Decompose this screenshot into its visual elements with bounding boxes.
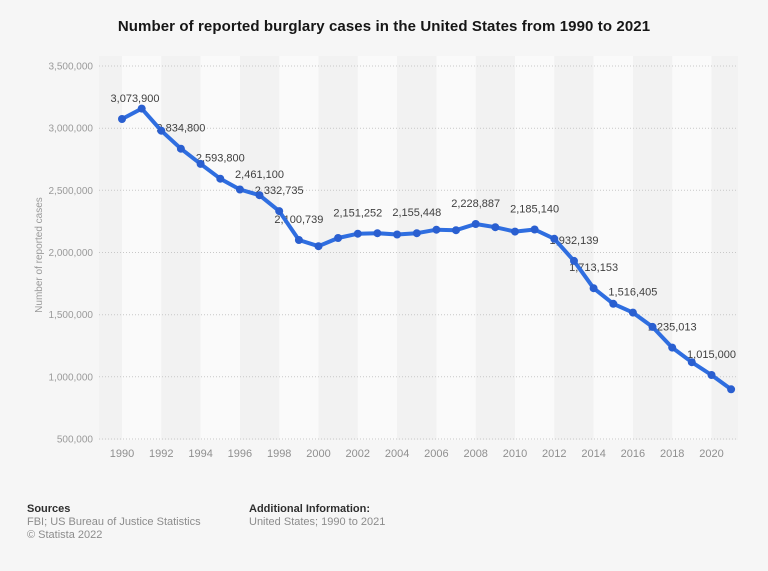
data-point [176,144,185,153]
data-label: 1,516,405 [608,287,657,299]
plot-band [122,56,162,440]
copyright-text: © Statista 2022 [27,529,103,541]
data-point [255,191,264,200]
data-point [118,115,126,123]
additional-info-block: Additional Information: United States; 1… [249,503,385,528]
data-point [570,256,578,265]
y-tick-label: 2,500,000 [49,186,94,197]
data-label: 2,228,887 [451,198,500,210]
data-point [589,284,598,293]
data-point [628,308,637,317]
data-label: 2,834,800 [156,123,205,135]
data-point [373,229,382,238]
x-tick-label: 2012 [542,448,566,460]
y-tick-label: 500,000 [57,435,94,446]
data-point [275,207,284,216]
x-tick-label: 2000 [306,448,330,460]
data-label: 2,185,140 [510,204,559,216]
data-point [235,185,244,194]
data-point [668,343,677,352]
data-label: 2,593,800 [196,153,245,165]
data-point [314,242,323,251]
data-point [471,220,480,228]
x-tick-label: 2020 [699,448,723,460]
data-point [294,236,303,244]
data-label: 1,235,013 [648,322,697,334]
data-point [530,225,539,234]
chart-title: Number of reported burglary cases in the… [117,18,651,35]
data-point [157,126,166,135]
x-tick-label: 2016 [621,448,645,460]
data-point [432,225,441,234]
plot-band [436,56,476,440]
y-tick-label: 3,000,000 [49,124,94,135]
data-label: 3,073,900 [111,93,160,105]
data-point [550,234,559,243]
line-chart: 500,000 1,000,000 1,500,000 2,000,000 2,500,… [34,56,738,460]
x-tick-label: 2018 [660,448,684,460]
x-tick-label: 2006 [424,448,448,460]
data-point [491,223,500,232]
sources-text: FBI; US Bureau of Justice Statistics [27,516,201,528]
data-point [727,385,736,394]
additional-info-heading: Additional Information: [249,503,370,515]
y-tick-label: 1,500,000 [49,310,94,321]
x-tick-label: 1998 [267,448,291,460]
plot-band [279,56,319,440]
data-point [648,322,657,331]
additional-info-text: United States; 1990 to 2021 [249,516,386,528]
x-tick-label: 2008 [463,448,487,460]
data-point [334,234,343,242]
y-tick-label: 2,000,000 [49,248,94,259]
data-label: 1,015,000 [687,349,736,361]
data-label: 2,151,252 [333,208,382,220]
x-tick-label: 1994 [188,448,212,460]
x-tick-label: 1990 [110,448,134,460]
x-tick-label: 1992 [149,448,173,460]
sources-block: Sources FBI; US Bureau of Justice Statis… [27,503,201,541]
plot-band [200,56,240,440]
x-tick-label: 2010 [503,448,527,460]
data-point [353,229,362,238]
plot-band [357,56,398,440]
data-point [196,159,205,168]
sources-heading: Sources [27,503,71,515]
data-point [707,371,716,379]
data-label: 1,932,139 [550,235,599,247]
data-point [137,104,146,113]
data-point [687,358,696,367]
data-point [216,174,225,183]
y-tick-label: 1,000,000 [49,372,94,383]
plot-band [593,56,633,440]
plot-band [515,56,555,440]
footer: Sources FBI; US Bureau of Justice Statis… [0,503,768,553]
data-label: 2,461,100 [235,169,284,181]
data-label: 2,332,735 [255,185,304,197]
x-tick-label: 2014 [581,448,605,460]
data-point [609,299,618,308]
data-point [511,227,519,236]
x-tick-label: 1996 [228,448,252,460]
data-point [452,226,460,235]
y-tick-label: 3,500,000 [49,62,94,73]
x-tick-label: 2002 [346,448,370,460]
data-point [412,229,421,238]
plot-background [99,56,738,440]
x-tick-label: 2004 [385,448,409,460]
plot-band [672,56,712,440]
data-label: 2,155,448 [392,207,441,219]
data-point [393,230,402,239]
y-axis-title: Number of reported cases [34,197,45,313]
